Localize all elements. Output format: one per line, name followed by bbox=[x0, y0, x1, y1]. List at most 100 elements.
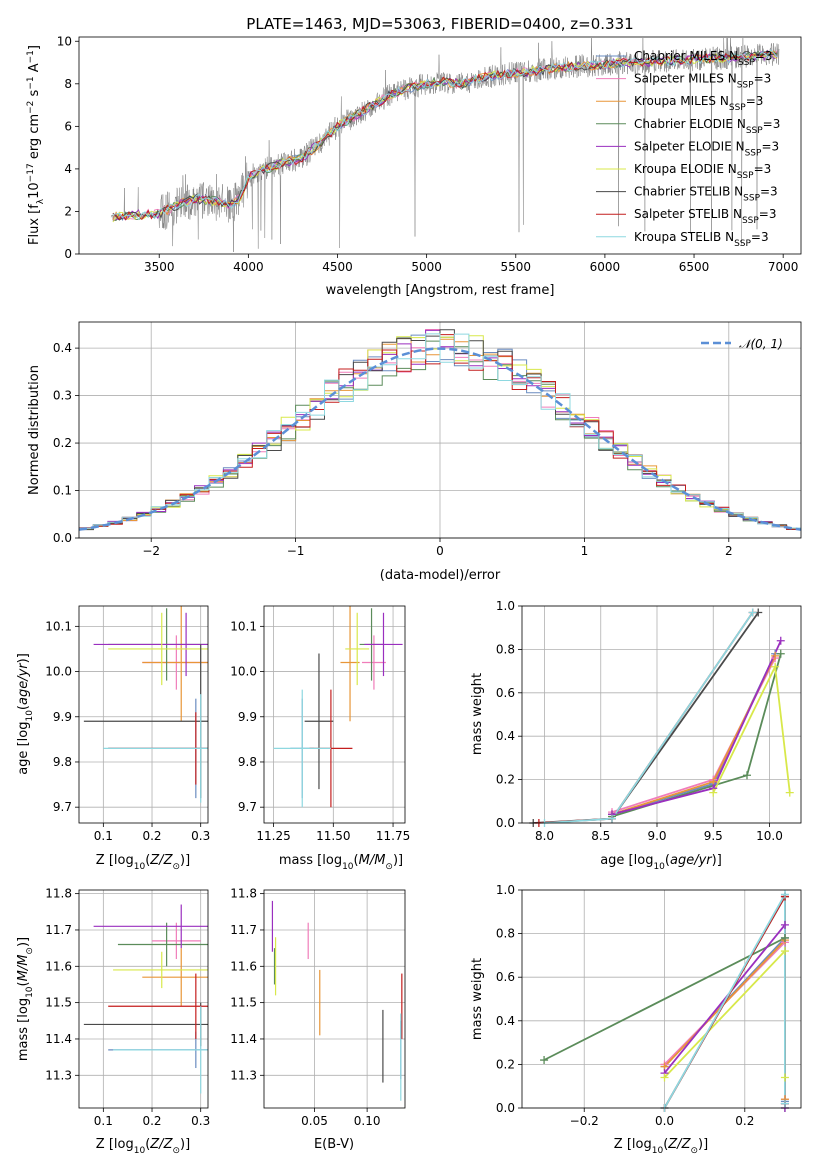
weight-marker bbox=[780, 890, 789, 899]
y-tick-label: 10.1 bbox=[45, 619, 72, 633]
weight-marker bbox=[780, 947, 789, 956]
x-tick-label: 0 bbox=[436, 544, 444, 558]
x-axis-label: Z [log10(Z/Z⊙)] bbox=[96, 853, 190, 872]
y-tick-label: 0.0 bbox=[496, 816, 515, 830]
y-tick-label: 11.7 bbox=[45, 923, 72, 937]
x-axis-label: wavelength [Angstrom, rest frame] bbox=[326, 283, 555, 298]
weight-marker bbox=[776, 649, 785, 658]
x-tick-label: 9.5 bbox=[704, 829, 723, 843]
y-tick-label: 10.0 bbox=[230, 665, 257, 679]
y-tick-label: 9.9 bbox=[238, 710, 257, 724]
x-tick-label: 2 bbox=[725, 544, 733, 558]
x-tick-label: 9.0 bbox=[647, 829, 666, 843]
y-axis-label: mass [log10(M/M⊙)] bbox=[16, 937, 35, 1061]
weight-line bbox=[533, 611, 760, 823]
x-tick-label: 0.3 bbox=[191, 829, 210, 843]
axes-spectrum: 3500 4000 4500 5000 5500 6000 6500 7000 0 2 4 6 8 10 C… bbox=[26, 34, 802, 298]
axes-residuals: −2 −1 0 1 2 0.0 0.1 0.2 0.3 0.4 𝒩(0, 1) (data-model… bbox=[27, 321, 802, 583]
y-tick-label: 10.1 bbox=[230, 619, 257, 633]
y-tick-label: 11.6 bbox=[45, 959, 72, 973]
legend-label: Chabrier ELODIE NSSP=3 bbox=[634, 117, 780, 136]
axes-frame bbox=[263, 889, 406, 1109]
y-tick-label: 0.8 bbox=[496, 927, 515, 941]
x-tick-label: 0.2 bbox=[142, 829, 161, 843]
axes-frame bbox=[521, 889, 802, 1109]
y-tick-label: 9.8 bbox=[238, 755, 257, 769]
weight-line bbox=[544, 611, 754, 823]
y-tick-label: 11.8 bbox=[45, 887, 72, 901]
weight-line bbox=[712, 663, 791, 793]
x-tick-label: 5500 bbox=[500, 260, 531, 274]
axes-frame bbox=[263, 605, 406, 824]
legend-label: Salpeter MILES NSSP=3 bbox=[634, 72, 771, 91]
y-tick-label: 11.4 bbox=[230, 1032, 257, 1046]
weight-marker bbox=[780, 1073, 789, 1082]
axes-mass_vs_Z: 0.1 0.2 0.3 11.3 11.4 11.5 11.6 11.7 11.8 Z [log1… bbox=[16, 887, 210, 1156]
weight-marker bbox=[660, 1073, 669, 1082]
x-tick-label: 8.5 bbox=[591, 829, 610, 843]
y-tick-label: 0.6 bbox=[496, 970, 515, 984]
y-tick-label: 0.2 bbox=[496, 1057, 515, 1071]
y-tick-label: 0.0 bbox=[496, 1101, 515, 1115]
legend-label: Chabrier MILES NSSP=3 bbox=[634, 49, 773, 68]
y-tick-label: 0.0 bbox=[53, 531, 72, 545]
y-tick-label: 0.2 bbox=[496, 773, 515, 787]
weight-marker bbox=[743, 771, 751, 780]
y-tick-label: 1.0 bbox=[496, 883, 515, 897]
x-tick-label: 0.1 bbox=[94, 1114, 113, 1128]
y-tick-label: 11.4 bbox=[45, 1032, 72, 1046]
weight-marker bbox=[776, 636, 785, 645]
x-tick-label: 0.2 bbox=[735, 1114, 754, 1128]
x-tick-label: 0.10 bbox=[354, 1114, 381, 1128]
axes-frame bbox=[521, 605, 802, 824]
y-tick-label: 11.3 bbox=[45, 1068, 72, 1082]
y-tick-label: 2 bbox=[64, 204, 72, 218]
y-tick-label: 9.7 bbox=[53, 800, 72, 814]
x-tick-label: 11.75 bbox=[376, 829, 410, 843]
axes-mass_weight_vs_Z: −0.2 0.0 0.2 0.0 0.2 0.4 0.6 0.8 1.0 Z [log10(Z/Z… bbox=[470, 883, 802, 1156]
plot-area-residuals bbox=[79, 329, 801, 531]
x-tick-label: 6000 bbox=[590, 260, 621, 274]
spectrum-legend: Chabrier MILES NSSP=3 Salpeter MILES NSSP… bbox=[596, 49, 780, 249]
weight-marker bbox=[780, 1099, 789, 1108]
axes-frame bbox=[78, 321, 802, 539]
plot-area-mass_weight_vs_age bbox=[533, 611, 791, 823]
legend-label: 𝒩(0, 1) bbox=[739, 337, 783, 351]
x-tick-label: 1 bbox=[581, 544, 589, 558]
weight-marker bbox=[540, 1056, 549, 1065]
weight-marker bbox=[748, 608, 757, 617]
y-tick-label: 4 bbox=[64, 162, 72, 176]
weight-line bbox=[611, 653, 776, 816]
x-tick-label: 0.05 bbox=[301, 1114, 328, 1128]
axes-mass_vs_ebv: 0.05 0.10 11.3 11.4 11.5 11.6 11.7 11.8 E(B-V) bbox=[230, 887, 406, 1152]
weight-marker bbox=[785, 788, 794, 797]
plot-area-age_vs_Z bbox=[83, 606, 208, 803]
y-tick-label: 10 bbox=[57, 34, 72, 48]
x-axis-label: mass [log10(M/M⊙)] bbox=[279, 853, 403, 872]
figure-title: PLATE=1463, MJD=53063, FIBERID=0400, z=0… bbox=[246, 15, 633, 33]
y-axis-label: mass weight bbox=[470, 958, 485, 1040]
y-tick-label: 11.5 bbox=[45, 996, 72, 1010]
x-axis-label: (data-model)/error bbox=[380, 568, 501, 583]
y-tick-label: 0.4 bbox=[53, 341, 72, 355]
spectrum-model-salpeter-stelib bbox=[112, 51, 778, 221]
weight-line bbox=[663, 922, 786, 1108]
y-tick-label: 0.6 bbox=[496, 686, 515, 700]
x-tick-label: 5000 bbox=[411, 260, 442, 274]
x-axis-label: Z [log10(Z/Z⊙)] bbox=[96, 1137, 190, 1156]
legend-label: Kroupa STELIB NSSP=3 bbox=[634, 230, 769, 249]
y-tick-label: 9.9 bbox=[53, 710, 72, 724]
y-tick-label: 9.7 bbox=[238, 800, 257, 814]
weight-marker bbox=[771, 662, 780, 671]
y-tick-label: 0.4 bbox=[496, 729, 515, 743]
weight-marker bbox=[780, 933, 789, 942]
axes-age_vs_mass: 11.25 11.50 11.75 9.7 9.8 9.9 10.0 10.1 mass [lo… bbox=[230, 605, 410, 872]
y-tick-label: 11.5 bbox=[230, 996, 257, 1010]
y-tick-label: 10.0 bbox=[45, 665, 72, 679]
x-axis-label: E(B-V) bbox=[314, 1137, 354, 1152]
x-tick-label: −1 bbox=[287, 544, 305, 558]
y-tick-label: 11.3 bbox=[230, 1068, 257, 1082]
x-tick-label: 11.25 bbox=[256, 829, 290, 843]
weight-line bbox=[663, 948, 786, 1079]
